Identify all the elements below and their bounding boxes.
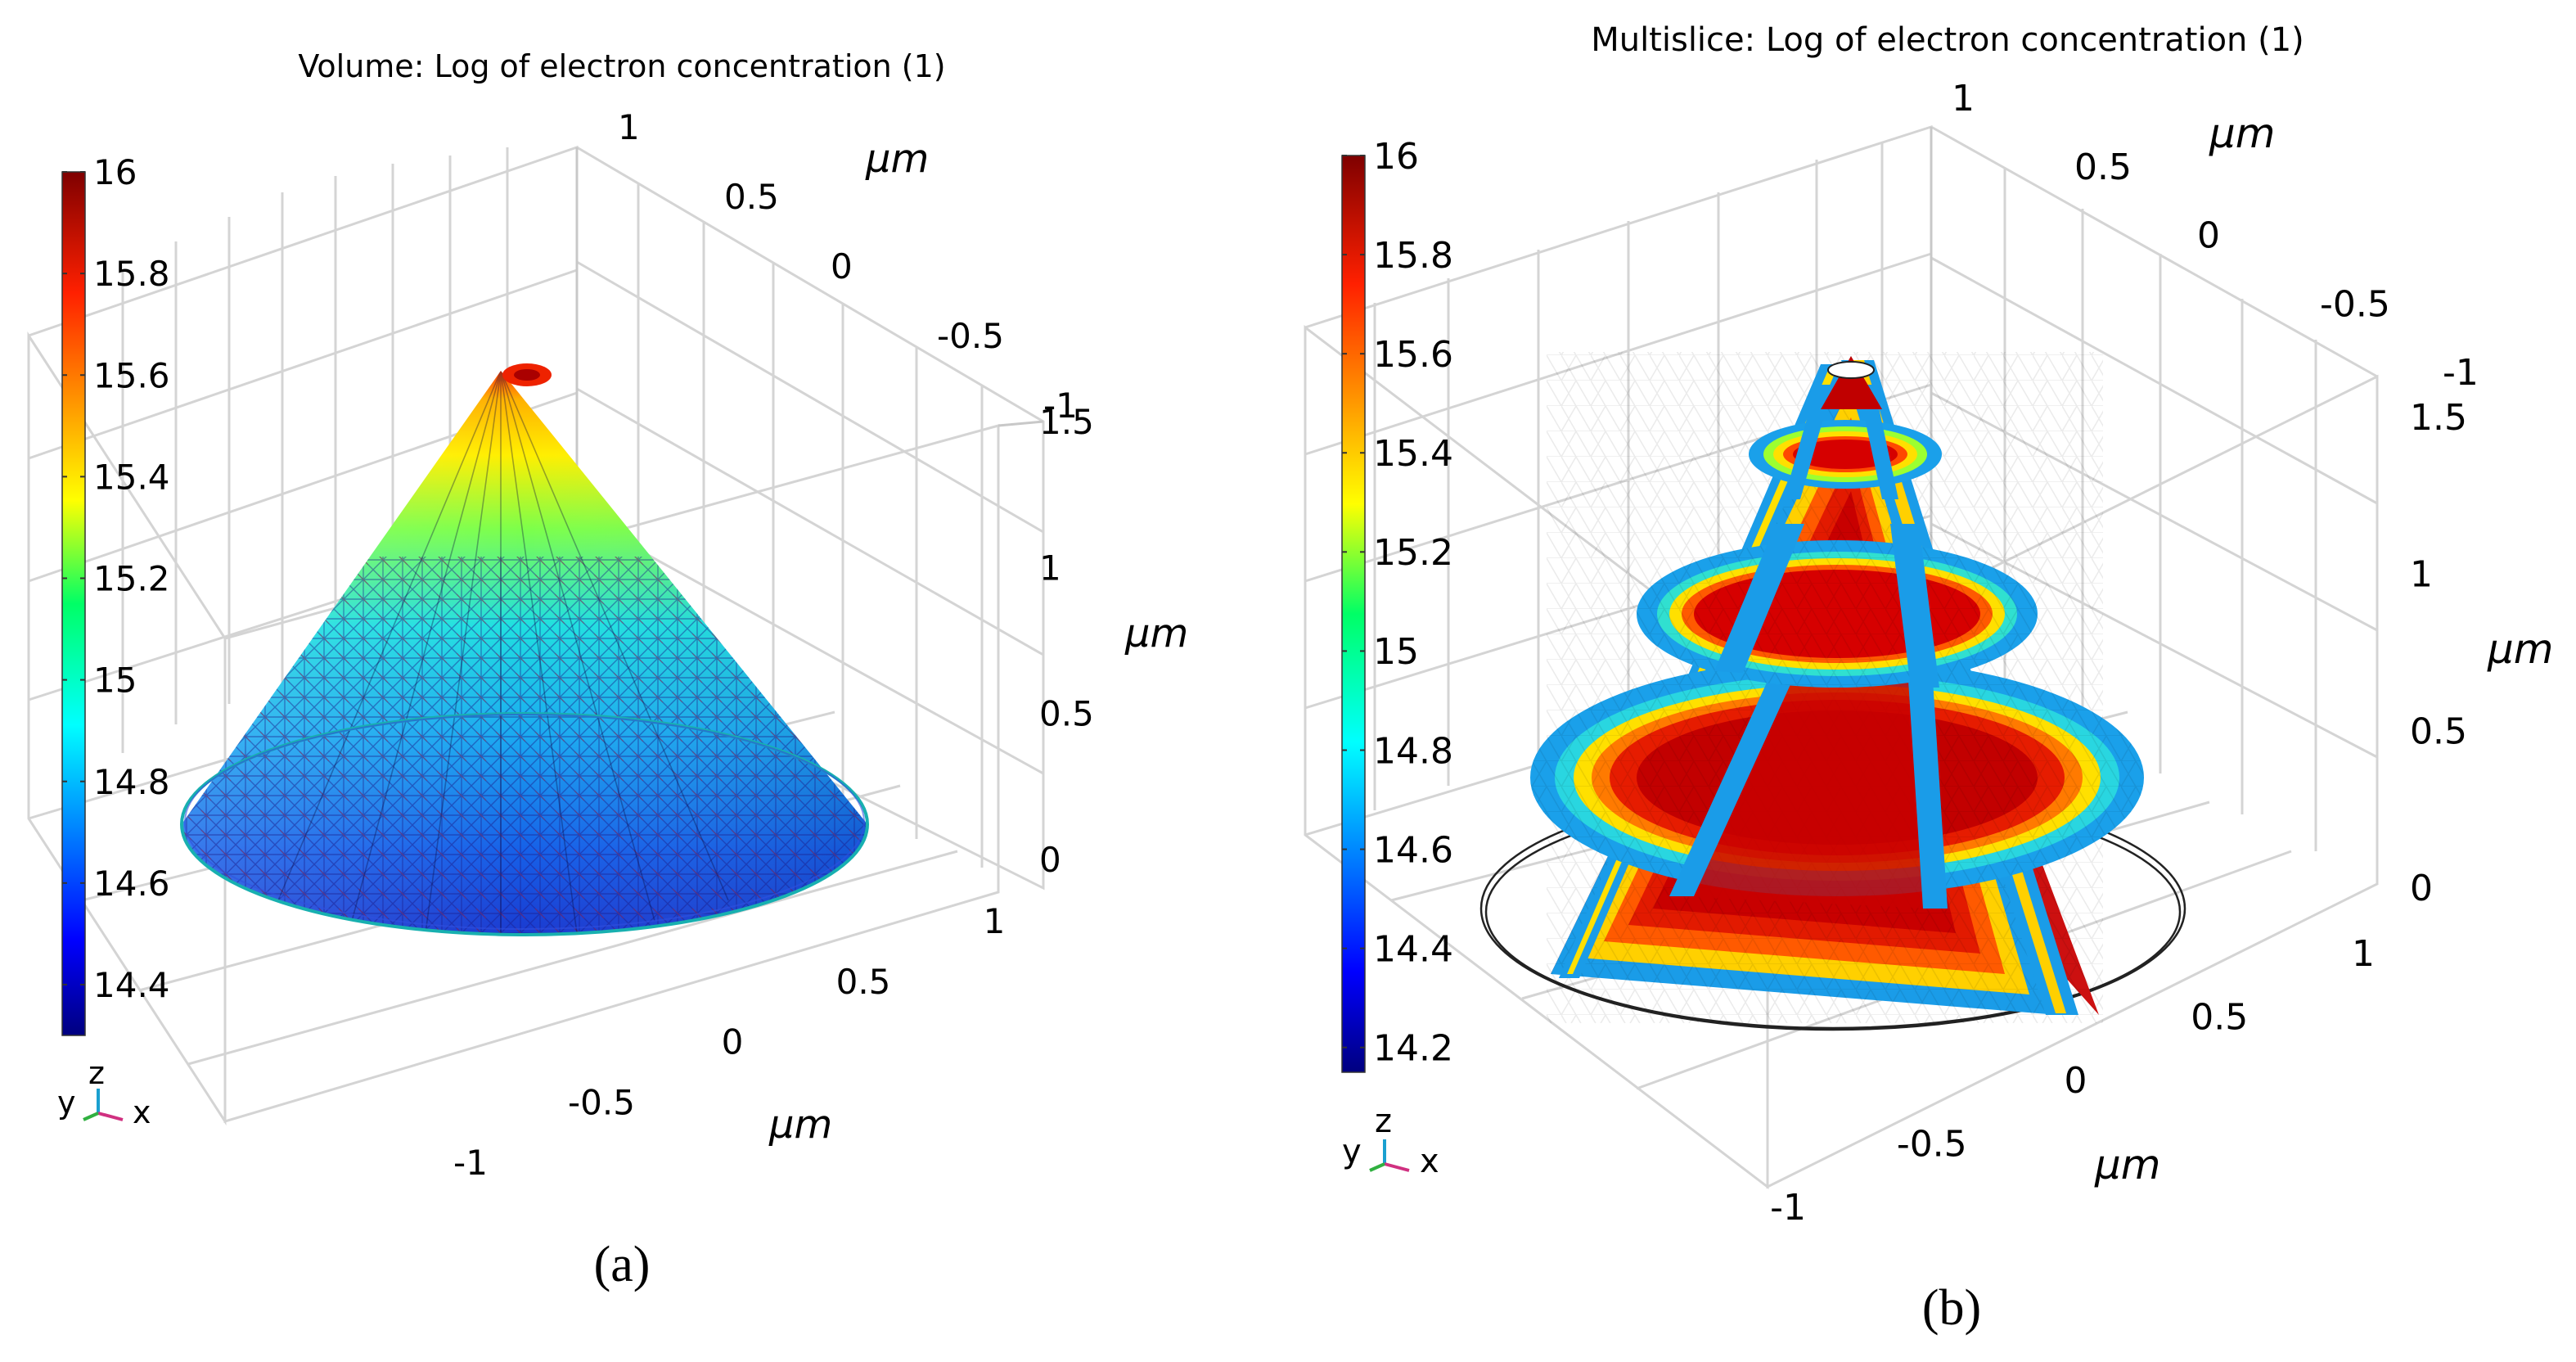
- panel-b-y-axis-ticks: 1 0.5 0 -0.5 -1: [1952, 78, 2479, 394]
- colorbar-tick-label: 15: [93, 661, 137, 701]
- colorbar-tick-label: 14.6: [1373, 829, 1453, 871]
- z-axis-tick-label: 1: [1039, 548, 1061, 588]
- y-axis-tick-label: 0.5: [2074, 147, 2132, 188]
- z-axis-tick-label: 1: [2410, 554, 2433, 596]
- panel-a-colorbar: 16 15.8 15.6 15.4 15.2 15 14.8 14.6 14.4: [61, 152, 170, 1036]
- triad-y-axis: [1369, 1162, 1385, 1172]
- panel-a-title: Volume: Log of electron concentration (1…: [298, 48, 945, 84]
- panel-b-horizontal-slices: [1530, 356, 2144, 909]
- panel-a-caption: (a): [594, 1237, 651, 1292]
- z-axis-tick-label: 1.5: [1039, 402, 1094, 442]
- panel-b-colorbar: 16 15.8 15.6 15.4 15.2 15 14.8 14.6 14.4 14.2: [1341, 136, 1453, 1073]
- y-axis-tick-label: -0.5: [937, 316, 1004, 356]
- triad-z-label: z: [88, 1055, 105, 1091]
- triad-z-label: z: [1375, 1103, 1392, 1140]
- y-axis-tick-label: 1: [1952, 78, 1975, 120]
- panel-b-axis-triad: y z x: [1342, 1103, 1439, 1180]
- apex-cap: [1827, 361, 1875, 379]
- panel-b-z-axis-unit: μm: [2487, 625, 2554, 673]
- colorbar-tick-label: 14.8: [93, 762, 170, 802]
- colorbar-tick-label: 15: [1373, 631, 1419, 673]
- panel-a-axis-triad: y z x: [57, 1055, 151, 1130]
- z-axis-tick-label: 0.5: [1039, 694, 1094, 734]
- colorbar-tick-label: 15.8: [1373, 235, 1453, 277]
- panel-b-colorbar-ticks: 16 15.8 15.6 15.4 15.2 15 14.8 14.6 14.4 14.2: [1342, 136, 1453, 1070]
- panel-a-y-axis-unit: μm: [865, 136, 929, 182]
- x-axis-tick-label: 0.5: [836, 962, 891, 1002]
- triad-x-label: x: [1420, 1143, 1439, 1180]
- y-axis-tick-label: 1: [618, 107, 640, 147]
- z-axis-tick-label: 0: [1039, 840, 1061, 880]
- x-axis-tick-label: 1: [984, 901, 1006, 941]
- panel-b-z-axis-ticks: 1.5 1 0.5 0: [2410, 397, 2467, 909]
- colorbar-tick-label: 16: [1373, 136, 1419, 178]
- x-axis-tick-label: -1: [1770, 1187, 1806, 1229]
- y-axis-tick-label: 0: [2197, 215, 2220, 257]
- colorbar-tick-label: 16: [93, 152, 137, 192]
- panel-a-x-axis-ticks: 1 0.5 0 -0.5 -1: [453, 901, 1005, 1183]
- triad-y-label: y: [57, 1085, 76, 1121]
- colorbar-tick-label: 14.4: [93, 965, 170, 1005]
- z-axis-tick-label: 0: [2410, 868, 2433, 909]
- y-axis-tick-label: -1: [2443, 352, 2479, 394]
- panel-a-x-axis-unit: μm: [768, 1102, 832, 1148]
- triad-x-label: x: [133, 1094, 151, 1130]
- x-axis-tick-label: 0: [722, 1022, 744, 1062]
- panel-a-y-axis-ticks: 1 0.5 0 -0.5 -1: [618, 107, 1078, 426]
- colorbar-tick-label: 15.8: [93, 254, 170, 294]
- y-axis-tick-label: -1: [1043, 386, 1078, 426]
- colorbar-tick-label: 14.6: [93, 864, 170, 904]
- z-axis-tick-label: 1.5: [2410, 397, 2467, 439]
- panel-a-colorbar-ticks: 16 15.8 15.6 15.4 15.2 15 14.8 14.6 14.4: [62, 152, 170, 1005]
- panel-b: Multislice: Log of electron concentratio…: [1304, 21, 2554, 1336]
- x-axis-tick-label: 0: [2065, 1060, 2087, 1102]
- triad-x-axis: [1384, 1162, 1410, 1172]
- panel-b-x-axis-ticks: 1 0.5 0 -0.5 -1: [1770, 933, 2375, 1229]
- panel-b-caption: (b): [1922, 1280, 1981, 1336]
- colorbar-tick-label: 15.4: [93, 457, 170, 497]
- x-axis-tick-label: -0.5: [1897, 1124, 1967, 1166]
- y-axis-tick-label: 0.5: [724, 177, 779, 217]
- y-axis-tick-label: 0: [831, 246, 853, 286]
- colorbar-tick-label: 15.2: [93, 559, 170, 599]
- triad-y-axis: [83, 1112, 99, 1121]
- colorbar-tick-label: 15.6: [93, 355, 170, 395]
- colorbar-tick-label: 14.4: [1373, 928, 1453, 970]
- triad-x-axis: [97, 1112, 124, 1121]
- panel-a-cone: [180, 363, 869, 936]
- panel-a-z-axis-ticks: 1.5 1 0.5 0: [1039, 402, 1094, 880]
- colorbar-tick-label: 15.6: [1373, 334, 1453, 376]
- triad-y-label: y: [1342, 1133, 1362, 1170]
- colorbar-tick-label: 15.4: [1373, 433, 1453, 475]
- z-axis-tick-label: 0.5: [2410, 710, 2467, 752]
- colorbar-tick-label: 14.8: [1373, 730, 1453, 772]
- panel-a-z-axis-unit: μm: [1124, 611, 1188, 656]
- colorbar-tick-label: 15.2: [1373, 532, 1453, 574]
- colorbar-tick-label: 14.2: [1373, 1028, 1453, 1070]
- y-axis-tick-label: -0.5: [2320, 283, 2390, 325]
- x-axis-tick-label: 1: [2352, 933, 2375, 975]
- panel-b-y-axis-unit: μm: [2209, 110, 2276, 157]
- x-axis-tick-label: -0.5: [568, 1082, 635, 1122]
- panel-b-title: Multislice: Log of electron concentratio…: [1591, 21, 2304, 59]
- x-axis-tick-label: 0.5: [2191, 997, 2248, 1039]
- panel-a: Volume: Log of electron concentration (1…: [27, 48, 1188, 1292]
- panel-b-x-axis-unit: μm: [2094, 1141, 2161, 1188]
- x-axis-tick-label: -1: [453, 1143, 488, 1183]
